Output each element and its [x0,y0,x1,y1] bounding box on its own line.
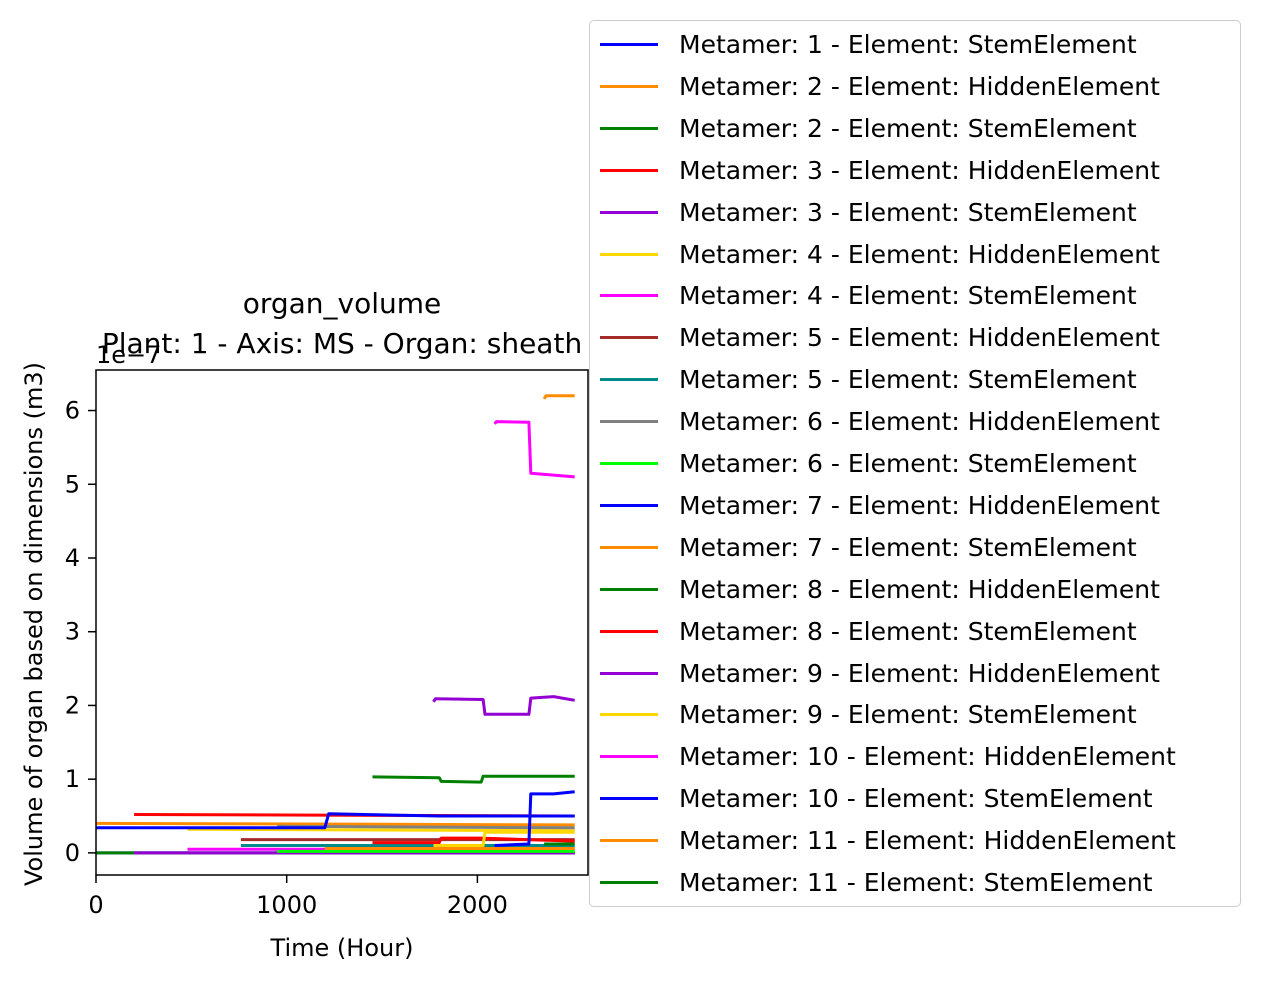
legend-swatch [600,210,658,214]
legend-item: Metamer: 1 - Element: StemElement [590,23,1240,59]
legend-swatch [600,629,658,633]
y-tick-label: 0 [65,839,80,867]
legend-item: Metamer: 3 - Element: HiddenElement [590,149,1240,184]
series-line-19 [494,790,575,847]
legend-label: Metamer: 10 - Element: StemElement [679,784,1153,814]
y-tick-label: 3 [65,618,80,646]
y-tick-label: 1 [65,765,80,793]
series-line-2 [95,821,575,827]
chart-title: organ_volume [243,287,442,320]
legend-item: Metamer: 11 - Element: HiddenElement [590,819,1240,855]
series-line-14 [372,774,575,784]
legend-label: Metamer: 9 - Element: StemElement [679,700,1137,730]
legend-label: Metamer: 7 - Element: HiddenElement [679,490,1160,520]
legend-label: Metamer: 10 - Element: HiddenElement [679,742,1176,772]
series-line-12 [96,812,575,830]
legend-item: Metamer: 9 - Element: HiddenElement [590,652,1240,687]
chart-subtitle: Plant: 1 - Axis: MS - Organ: sheath [102,327,582,360]
legend-swatch [600,336,658,340]
legend-item: Metamer: 10 - Element: StemElement [590,777,1240,813]
x-tick-label: 1000 [256,891,317,919]
legend-item: Metamer: 8 - Element: HiddenElement [590,568,1240,603]
legend-swatch [600,378,658,382]
legend-item: Metamer: 2 - Element: StemElement [590,107,1240,142]
legend-label: Metamer: 4 - Element: StemElement [679,281,1137,311]
legend-swatch [600,294,658,298]
series-line-18 [493,420,575,479]
series-line-10 [277,824,575,830]
legend-swatch [600,43,658,46]
y-tick-label: 2 [65,691,80,719]
x-axis-label: Time (Hour) [270,934,414,962]
legend-swatch [600,839,658,843]
legend-item: Metamer: 5 - Element: StemElement [590,358,1240,394]
legend-item: Metamer: 10 - Element: HiddenElement [590,735,1240,771]
legend: Metamer: 1 - Element: StemElement Metamer… [589,20,1241,907]
legend-swatch [600,252,658,256]
legend-label: Metamer: 3 - Element: HiddenElement [679,155,1160,185]
legend-swatch [600,168,658,172]
legend-label: Metamer: 6 - Element: StemElement [679,449,1137,478]
legend-item: Metamer: 11 - Element: StemElement [590,861,1240,897]
legend-item: Metamer: 4 - Element: HiddenElement [590,233,1240,268]
plot-area-frame [95,369,589,876]
legend-label: Metamer: 8 - Element: HiddenElement [679,574,1160,604]
y-offset-label: 1e−7 [96,341,161,369]
series-layer [95,394,575,855]
legend-label: Metamer: 7 - Element: StemElement [679,532,1137,562]
legend-item: Metamer: 4 - Element: StemElement [590,274,1240,310]
legend-swatch [600,84,658,88]
legend-item: Metamer: 7 - Element: HiddenElement [590,484,1240,519]
legend-label: Metamer: 11 - Element: StemElement [679,868,1153,897]
legend-label: Metamer: 3 - Element: StemElement [679,197,1137,227]
legend-label: Metamer: 9 - Element: HiddenElement [679,658,1160,688]
legend-item: Metamer: 2 - Element: HiddenElement [590,65,1240,100]
legend-swatch [600,126,658,130]
legend-swatch [600,462,658,465]
legend-swatch [600,545,658,549]
x-tick-label: 2000 [447,891,508,919]
y-tick-label: 5 [65,470,80,498]
legend-label: Metamer: 1 - Element: StemElement [679,30,1137,59]
x-tick-label: 0 [88,891,103,919]
legend-label: Metamer: 5 - Element: HiddenElement [679,323,1160,353]
legend-label: Metamer: 2 - Element: StemElement [679,113,1137,143]
legend-swatch [600,881,658,884]
y-tick-label: 6 [65,397,80,425]
legend-label: Metamer: 2 - Element: HiddenElement [679,71,1160,101]
legend-item: Metamer: 5 - Element: HiddenElement [590,316,1240,352]
legend-swatch [600,587,658,591]
legend-swatch [600,420,658,424]
legend-swatch [600,713,658,717]
legend-label: Metamer: 5 - Element: StemElement [679,365,1137,395]
series-line-15 [372,836,575,845]
y-axis-label: Volume of organ based on dimensions (m3) [20,362,48,886]
legend-item: Metamer: 8 - Element: StemElement [590,610,1240,645]
axis-ticks: 0 1000 2000 0 1 2 3 4 5 6 [65,397,508,919]
legend-label: Metamer: 4 - Element: HiddenElement [679,239,1160,269]
series-line-6 [187,827,575,833]
legend-swatch [600,755,658,759]
legend-swatch [600,797,658,801]
legend-swatch [600,671,658,675]
legend-item: Metamer: 9 - Element: StemElement [590,693,1240,729]
legend-item: Metamer: 7 - Element: StemElement [590,526,1240,561]
legend-swatch [600,503,658,507]
legend-label: Metamer: 6 - Element: HiddenElement [679,407,1160,437]
series-line-16 [432,695,575,716]
series-line-20 [542,394,575,400]
legend-item: Metamer: 3 - Element: StemElement [590,191,1240,226]
legend-label: Metamer: 11 - Element: HiddenElement [679,826,1176,856]
legend-label: Metamer: 8 - Element: StemElement [679,616,1137,646]
y-tick-label: 4 [65,544,80,572]
legend-item: Metamer: 6 - Element: HiddenElement [590,400,1240,436]
legend-item: Metamer: 6 - Element: StemElement [590,442,1240,478]
